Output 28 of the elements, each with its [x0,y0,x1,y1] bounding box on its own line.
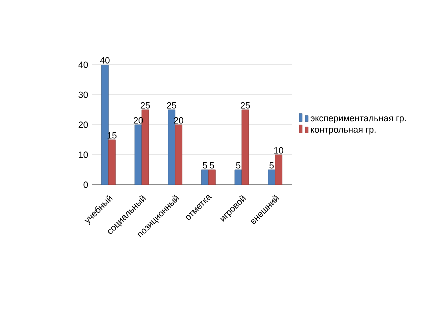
y-tick-label: 0 [84,182,88,188]
bar [134,124,142,185]
bar [275,154,283,185]
y-tick-label: 40 [78,62,88,68]
y-tick-label: 20 [78,122,88,128]
data-label: 40 [100,57,110,64]
bar [142,110,150,185]
bar [168,110,176,185]
data-label: 25 [240,102,250,109]
data-label: 5 [236,162,241,169]
bar [268,170,276,185]
bar [234,170,242,185]
data-label: 10 [274,147,284,154]
bar [108,140,116,185]
bar [242,110,250,185]
bar [201,170,209,185]
bar [101,65,109,185]
legend-label: контрольная гр. [311,128,376,135]
data-label: 25 [140,102,150,109]
legend-label: экспериментальная гр. [310,116,406,124]
data-label: 5 [203,162,208,169]
bar [208,170,216,185]
y-tick-label: 30 [78,92,88,98]
data-label: 5 [270,162,274,169]
y-tick-label: 10 [79,152,88,158]
bar [175,124,183,185]
data-label: 25 [167,102,176,109]
data-label: 5 [210,162,214,169]
